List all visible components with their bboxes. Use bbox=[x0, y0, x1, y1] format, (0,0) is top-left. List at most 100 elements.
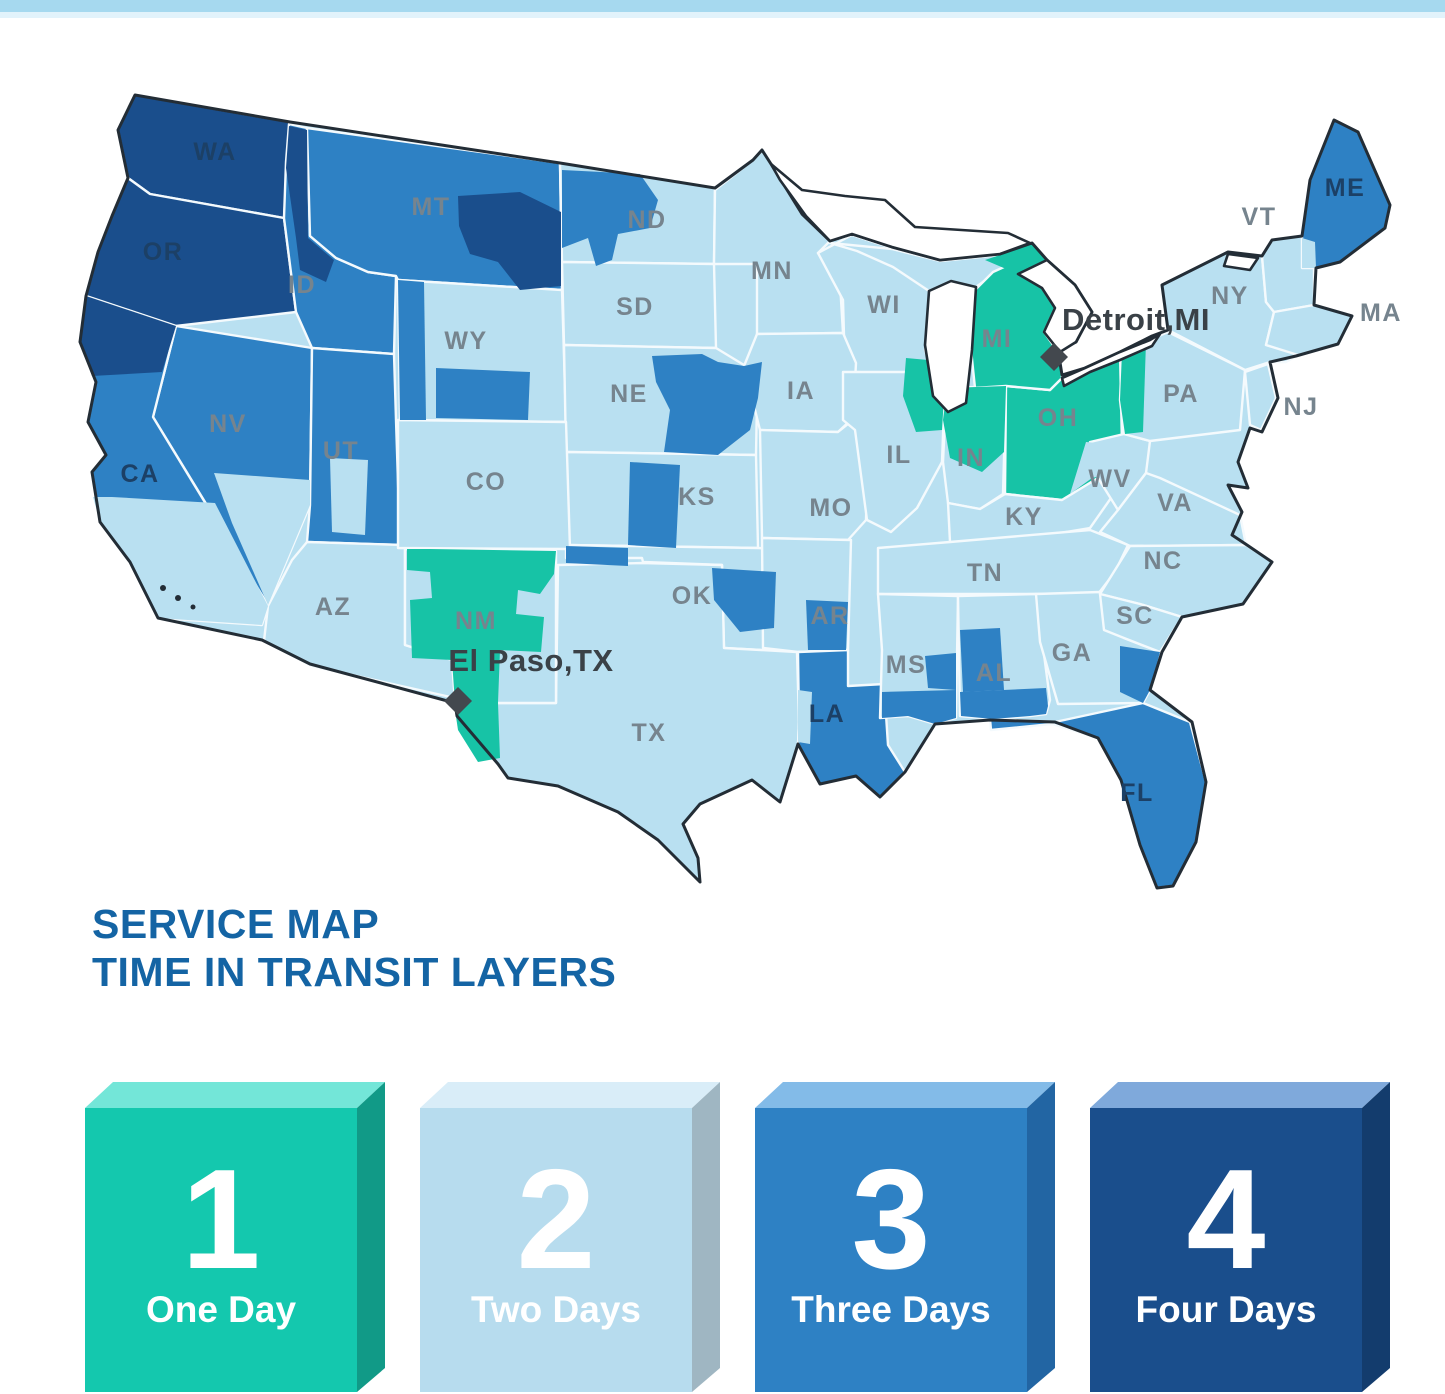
state-label-il: IL bbox=[886, 441, 911, 469]
zone-patch-ms-south bbox=[882, 690, 956, 724]
state-label-nd: ND bbox=[627, 206, 666, 234]
zone-patch-wy-sw bbox=[436, 368, 530, 420]
state-label-wv: WV bbox=[1088, 465, 1131, 493]
state-label-vt: VT bbox=[1242, 203, 1277, 231]
legend-top-face bbox=[1090, 1082, 1390, 1108]
zone-patch-ok-ne bbox=[712, 568, 776, 632]
city-label: Detroit,MI bbox=[1062, 302, 1210, 337]
zone-patch-nv-south bbox=[214, 473, 310, 605]
legend-number: 1 bbox=[182, 1140, 261, 1299]
state-label-mt: MT bbox=[411, 193, 450, 221]
state-label-ms: MS bbox=[886, 651, 927, 679]
state-label-sc: SC bbox=[1116, 602, 1154, 630]
zone-patch-al-south bbox=[960, 688, 1048, 719]
legend-label: One Day bbox=[146, 1289, 297, 1330]
state-label-id: ID bbox=[288, 271, 316, 299]
state-label-wa: WA bbox=[193, 138, 236, 166]
state-label-nv: NV bbox=[209, 410, 247, 438]
legend-front-face bbox=[85, 1108, 357, 1392]
state-label-ma: MA bbox=[1360, 299, 1402, 327]
state-label-mo: MO bbox=[809, 494, 852, 522]
channel-island bbox=[190, 604, 196, 610]
zone-patch-nd-west bbox=[562, 170, 658, 266]
zone-patch-ca-north bbox=[80, 296, 176, 376]
state-label-az: AZ bbox=[315, 593, 351, 621]
zone-patch-nm-green bbox=[407, 549, 556, 703]
legend-side-face bbox=[1362, 1082, 1390, 1392]
legend-block-four-days: 4 Four Days bbox=[1090, 1082, 1390, 1392]
top-accent-bar-light bbox=[0, 12, 1445, 18]
state-label-wi: WI bbox=[867, 291, 901, 319]
state-label-tx: TX bbox=[632, 719, 667, 747]
state-nj bbox=[1243, 362, 1278, 432]
state-label-mn: MN bbox=[751, 257, 793, 285]
map-title-line1: SERVICE MAP bbox=[92, 901, 380, 947]
zone-patch-al-west bbox=[960, 628, 1004, 692]
state-label-or: OR bbox=[143, 238, 184, 266]
legend-front-face bbox=[755, 1108, 1027, 1392]
state-label-ga: GA bbox=[1052, 639, 1093, 667]
state-va bbox=[1098, 471, 1248, 548]
city-marker-diamond bbox=[444, 687, 472, 715]
lake-ontario bbox=[1222, 252, 1260, 272]
zone-patch-ut-center bbox=[330, 458, 368, 535]
legend-block-one-day: 1 One Day bbox=[85, 1082, 385, 1392]
great-lakes-layer bbox=[160, 162, 1260, 610]
zone-patch-pa-west bbox=[1120, 342, 1146, 434]
legend-top-face bbox=[85, 1082, 385, 1108]
zone-patch-ok-panhandle bbox=[566, 546, 628, 566]
legend-side-face bbox=[692, 1082, 720, 1392]
zone-patch-mt-dark bbox=[458, 192, 561, 290]
state-label-mi: MI bbox=[982, 325, 1013, 353]
state-label-fl: FL bbox=[1120, 779, 1154, 807]
lake-michigan bbox=[923, 279, 978, 414]
zone-patch-wy-west bbox=[398, 280, 426, 420]
zone-patch-elpaso-south bbox=[455, 703, 500, 762]
zone-patch-la-west bbox=[798, 690, 812, 744]
state-label-me: ME bbox=[1325, 174, 1366, 202]
legend-label: Four Days bbox=[1136, 1289, 1317, 1330]
lake-superior bbox=[769, 162, 1032, 262]
map-title-line2: TIME IN TRANSIT LAYERS bbox=[92, 949, 617, 996]
state-label-wy: WY bbox=[444, 327, 487, 355]
zone-patch-ks-center bbox=[628, 462, 680, 548]
city-markers-layer: Detroit,MI El Paso,TX bbox=[444, 302, 1210, 715]
legend-label: Three Days bbox=[791, 1289, 991, 1330]
zone-patch-ne-east bbox=[652, 354, 762, 455]
state-label-ky: KY bbox=[1005, 503, 1043, 531]
state-label-pa: PA bbox=[1163, 380, 1199, 408]
state-label-ne: NE bbox=[610, 380, 648, 408]
channel-island bbox=[175, 595, 181, 601]
map-title: SERVICE MAP TIME IN TRANSIT LAYERS bbox=[92, 900, 616, 997]
state-label-al: AL bbox=[976, 659, 1012, 687]
legend-number: 3 bbox=[852, 1140, 931, 1299]
state-label-in: IN bbox=[957, 444, 985, 472]
lake-huron bbox=[1016, 258, 1094, 354]
state-label-nc: NC bbox=[1143, 547, 1182, 575]
state-label-ks: KS bbox=[678, 483, 716, 511]
state-label-sd: SD bbox=[616, 293, 654, 321]
legend-number: 2 bbox=[517, 1140, 596, 1299]
legend-side-face bbox=[357, 1082, 385, 1392]
lake-erie bbox=[1060, 332, 1162, 388]
state-label-ok: OK bbox=[672, 582, 713, 610]
state-label-va: VA bbox=[1157, 489, 1193, 517]
state-label-co: CO bbox=[466, 468, 507, 496]
zone-patch-ms-mid bbox=[925, 653, 956, 690]
state-label-oh: OH bbox=[1038, 404, 1079, 432]
zone-patch-id-dark bbox=[286, 126, 334, 282]
state-label-nj: NJ bbox=[1284, 393, 1319, 421]
legend-block-two-days: 2 Two Days bbox=[420, 1082, 720, 1392]
state-label-ia: IA bbox=[787, 377, 815, 405]
top-accent-bar bbox=[0, 0, 1445, 12]
state-pa bbox=[1118, 330, 1247, 443]
state-label-tn: TN bbox=[967, 559, 1003, 587]
zone-patch-oh-se bbox=[1070, 442, 1120, 494]
legend-label: Two Days bbox=[471, 1289, 641, 1330]
legend-top-face bbox=[755, 1082, 1055, 1108]
state-label-ca: CA bbox=[120, 460, 159, 488]
state-label-la: LA bbox=[809, 700, 845, 728]
channel-island bbox=[160, 585, 166, 591]
